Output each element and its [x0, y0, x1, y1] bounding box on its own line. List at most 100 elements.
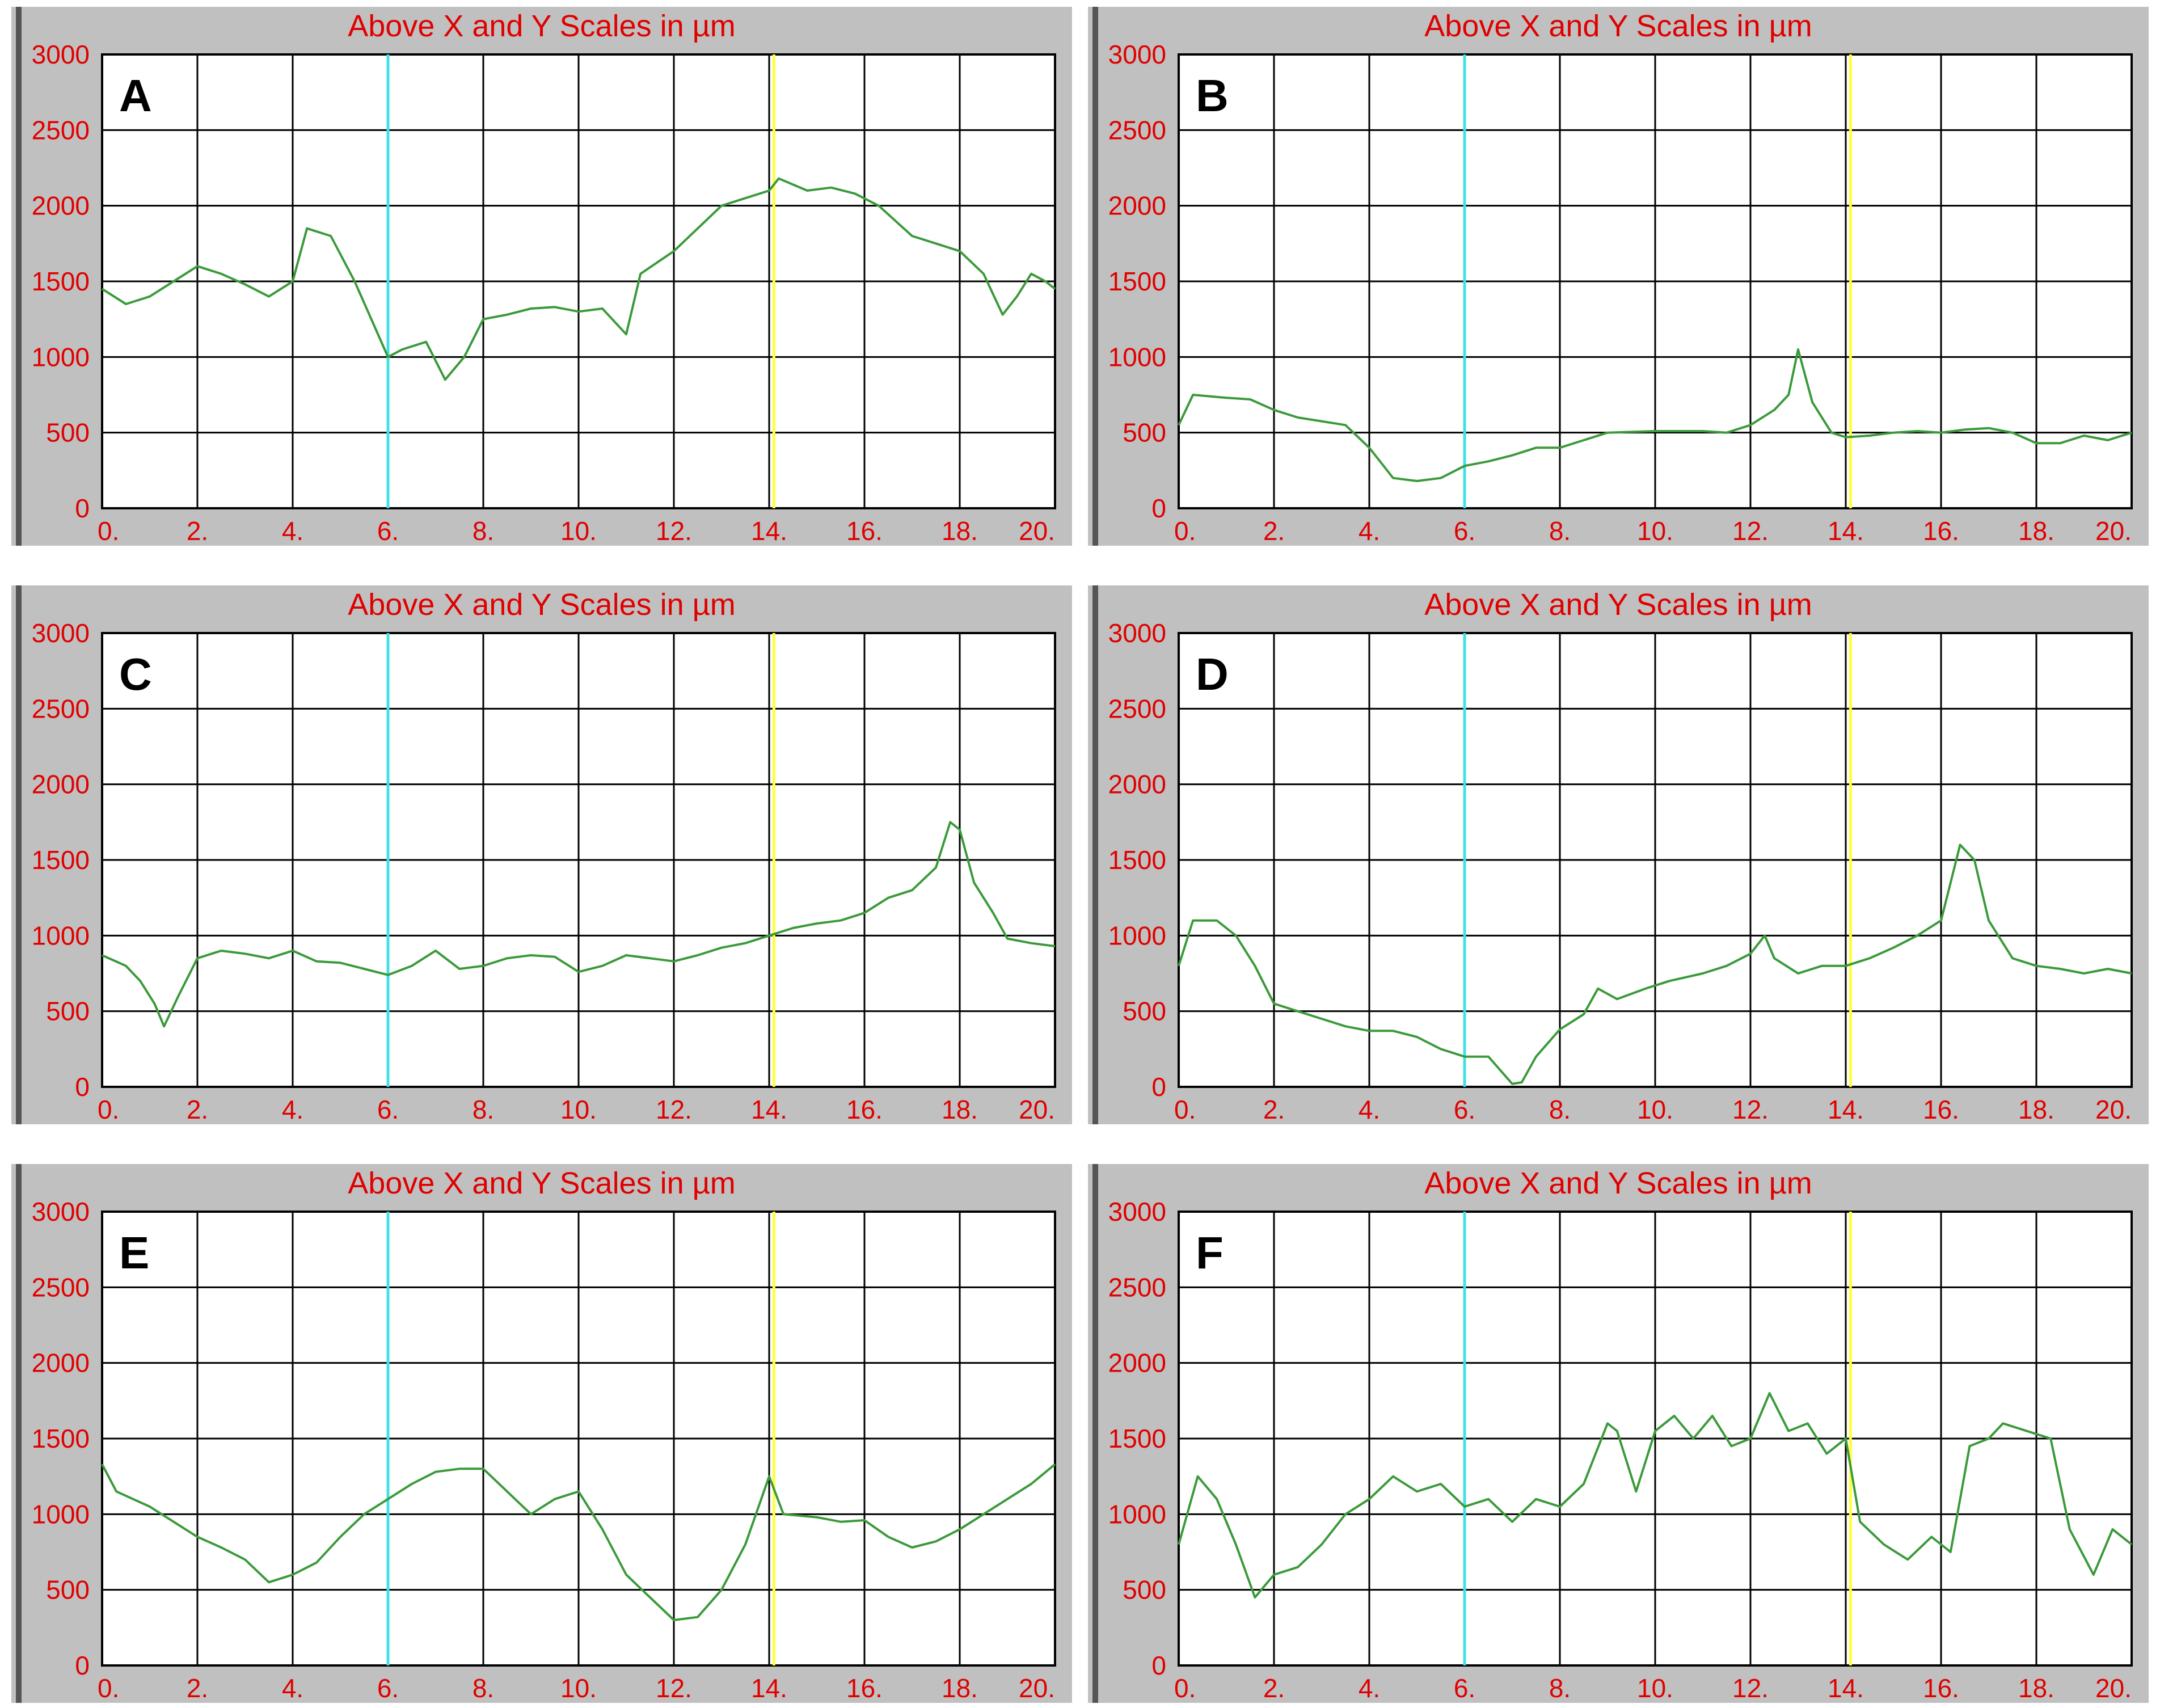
y-tick-label: 2000 — [32, 1348, 90, 1378]
panel-c: Above X and Y Scales in µm 0. 2. 4. 6. 8. 10.… — [11, 585, 1072, 1124]
y-tick-label: 2500 — [1108, 1272, 1166, 1302]
profile-line — [1178, 1392, 2133, 1599]
panel-b: Above X and Y Scales in µm 0. 2. 4. 6. 8. 10.… — [1088, 7, 2149, 546]
y-tick-label: 1000 — [1108, 921, 1166, 950]
x-tick-label: 2. — [187, 1673, 208, 1703]
x-tick-label: 6. — [377, 1095, 399, 1124]
panel-f: Above X and Y Scales in µm 0. 2. 4. 6. 8. 10.… — [1088, 1164, 2149, 1703]
panel-label: B — [1196, 70, 1229, 121]
x-tick-label: 0. — [98, 516, 119, 546]
x-tick-label: 2. — [187, 516, 208, 546]
chart-title: Above X and Y Scales in µm — [1424, 9, 1812, 43]
x-tick-label: 18. — [2018, 1095, 2054, 1124]
y-tick-label: 0 — [75, 494, 90, 523]
plot-border — [101, 1211, 1056, 1667]
y-tick-label: 1000 — [32, 1499, 90, 1529]
x-tick-label: 16. — [846, 1673, 883, 1703]
plot-border — [101, 53, 1056, 509]
x-tick-label: 8. — [1549, 516, 1571, 546]
x-tick-label: 6. — [1454, 516, 1475, 546]
chart-a: 0. 2. 4. 6. 8. 10. 12. 14. 16. 18. 20. 0 500 1000 1500… — [16, 7, 1056, 546]
y-tick-label: 500 — [1123, 418, 1166, 448]
y-tick-label: 0 — [1151, 494, 1166, 523]
x-tick-label: 12. — [1732, 1673, 1769, 1703]
x-tick-label: 6. — [1454, 1095, 1475, 1124]
y-tick-label: 3000 — [32, 1197, 90, 1226]
y-tick-label: 3000 — [1108, 40, 1166, 69]
x-tick-label: 4. — [1359, 516, 1380, 546]
x-tick-label: 20. — [2095, 1095, 2132, 1124]
x-tick-label: 6. — [377, 516, 399, 546]
x-tick-label: 0. — [1174, 516, 1196, 546]
x-tick-label: 8. — [472, 1673, 494, 1703]
x-tick-label: 20. — [1019, 516, 1055, 546]
y-tick-label: 0 — [1151, 1651, 1166, 1680]
profile-line — [101, 177, 1056, 381]
y-tick-label: 2500 — [32, 115, 90, 145]
y-tick-label: 2000 — [32, 770, 90, 799]
panel-label: E — [119, 1228, 149, 1278]
y-tick-label: 2000 — [1108, 191, 1166, 221]
chart-title: Above X and Y Scales in µm — [348, 588, 736, 622]
x-tick-label: 16. — [846, 1095, 883, 1124]
profile-line — [101, 1463, 1056, 1621]
left-edge — [1092, 7, 1098, 546]
x-tick-label: 6. — [1454, 1673, 1475, 1703]
x-tick-label: 2. — [1263, 1673, 1285, 1703]
x-tick-label: 18. — [942, 1095, 978, 1124]
x-tick-label: 12. — [656, 1673, 692, 1703]
y-tick-label: 1500 — [32, 267, 90, 296]
chart-d: 0. 2. 4. 6. 8. 10. 12. 14. 16. 18. 20. 0 500 1000 1500… — [1092, 585, 2133, 1124]
y-tick-label: 1000 — [1108, 342, 1166, 372]
panel-d: Above X and Y Scales in µm 0. 2. 4. 6. 8. 10.… — [1088, 585, 2149, 1124]
x-tick-label: 14. — [1828, 1095, 1864, 1124]
y-tick-label: 500 — [1123, 997, 1166, 1026]
x-tick-label: 10. — [560, 1095, 597, 1124]
x-tick-label: 2. — [1263, 516, 1285, 546]
y-tick-label: 2000 — [1108, 1348, 1166, 1378]
y-tick-label: 2500 — [32, 694, 90, 723]
x-tick-label: 12. — [656, 516, 692, 546]
y-tick-label: 500 — [46, 1575, 90, 1605]
y-tick-label: 1000 — [32, 342, 90, 372]
panel-e: Above X and Y Scales in µm 0. 2. 4. 6. 8. 10.… — [11, 1164, 1072, 1703]
plot-border — [1178, 1211, 2133, 1667]
y-tick-label: 2000 — [1108, 770, 1166, 799]
x-tick-label: 8. — [472, 516, 494, 546]
x-tick-label: 10. — [1637, 1673, 1673, 1703]
y-tick-label: 1500 — [1108, 845, 1166, 875]
y-tick-label: 500 — [46, 997, 90, 1026]
x-tick-label: 8. — [1549, 1095, 1571, 1124]
profile-line — [1178, 844, 2132, 1085]
x-tick-label: 12. — [1732, 516, 1769, 546]
plot-border — [101, 632, 1056, 1088]
y-tick-label: 0 — [75, 1072, 90, 1102]
x-tick-label: 0. — [1174, 1673, 1196, 1703]
left-edge — [1092, 1164, 1098, 1703]
panel-label: C — [119, 649, 152, 699]
x-tick-label: 18. — [942, 1673, 978, 1703]
x-tick-label: 2. — [187, 1095, 208, 1124]
x-tick-label: 2. — [1263, 1095, 1285, 1124]
x-tick-label: 14. — [751, 1095, 787, 1124]
chart-e: 0. 2. 4. 6. 8. 10. 12. 14. 16. 18. 20. 0 500 1000 1500… — [16, 1164, 1056, 1703]
panel-a: Above X and Y Scales in µm 0. 2. 4. 6. 8. 10.… — [11, 7, 1072, 546]
x-tick-label: 14. — [751, 1673, 787, 1703]
x-tick-label: 20. — [2095, 1673, 2132, 1703]
x-tick-label: 16. — [846, 516, 883, 546]
y-tick-label: 1500 — [32, 845, 90, 875]
x-tick-label: 4. — [282, 516, 303, 546]
y-tick-label: 1000 — [32, 921, 90, 950]
y-tick-label: 3000 — [32, 40, 90, 69]
x-tick-label: 10. — [560, 1673, 597, 1703]
left-edge — [16, 1164, 22, 1703]
x-tick-label: 20. — [2095, 516, 2132, 546]
x-tick-label: 16. — [1923, 1673, 1959, 1703]
x-tick-label: 0. — [98, 1095, 119, 1124]
left-edge — [1092, 585, 1098, 1124]
x-tick-label: 12. — [656, 1095, 692, 1124]
y-tick-label: 2500 — [32, 1272, 90, 1302]
y-tick-label: 2500 — [1108, 694, 1166, 723]
panel-label: A — [119, 70, 152, 121]
chart-f: 0. 2. 4. 6. 8. 10. 12. 14. 16. 18. 20. 0 500 1000 1500… — [1092, 1164, 2133, 1703]
